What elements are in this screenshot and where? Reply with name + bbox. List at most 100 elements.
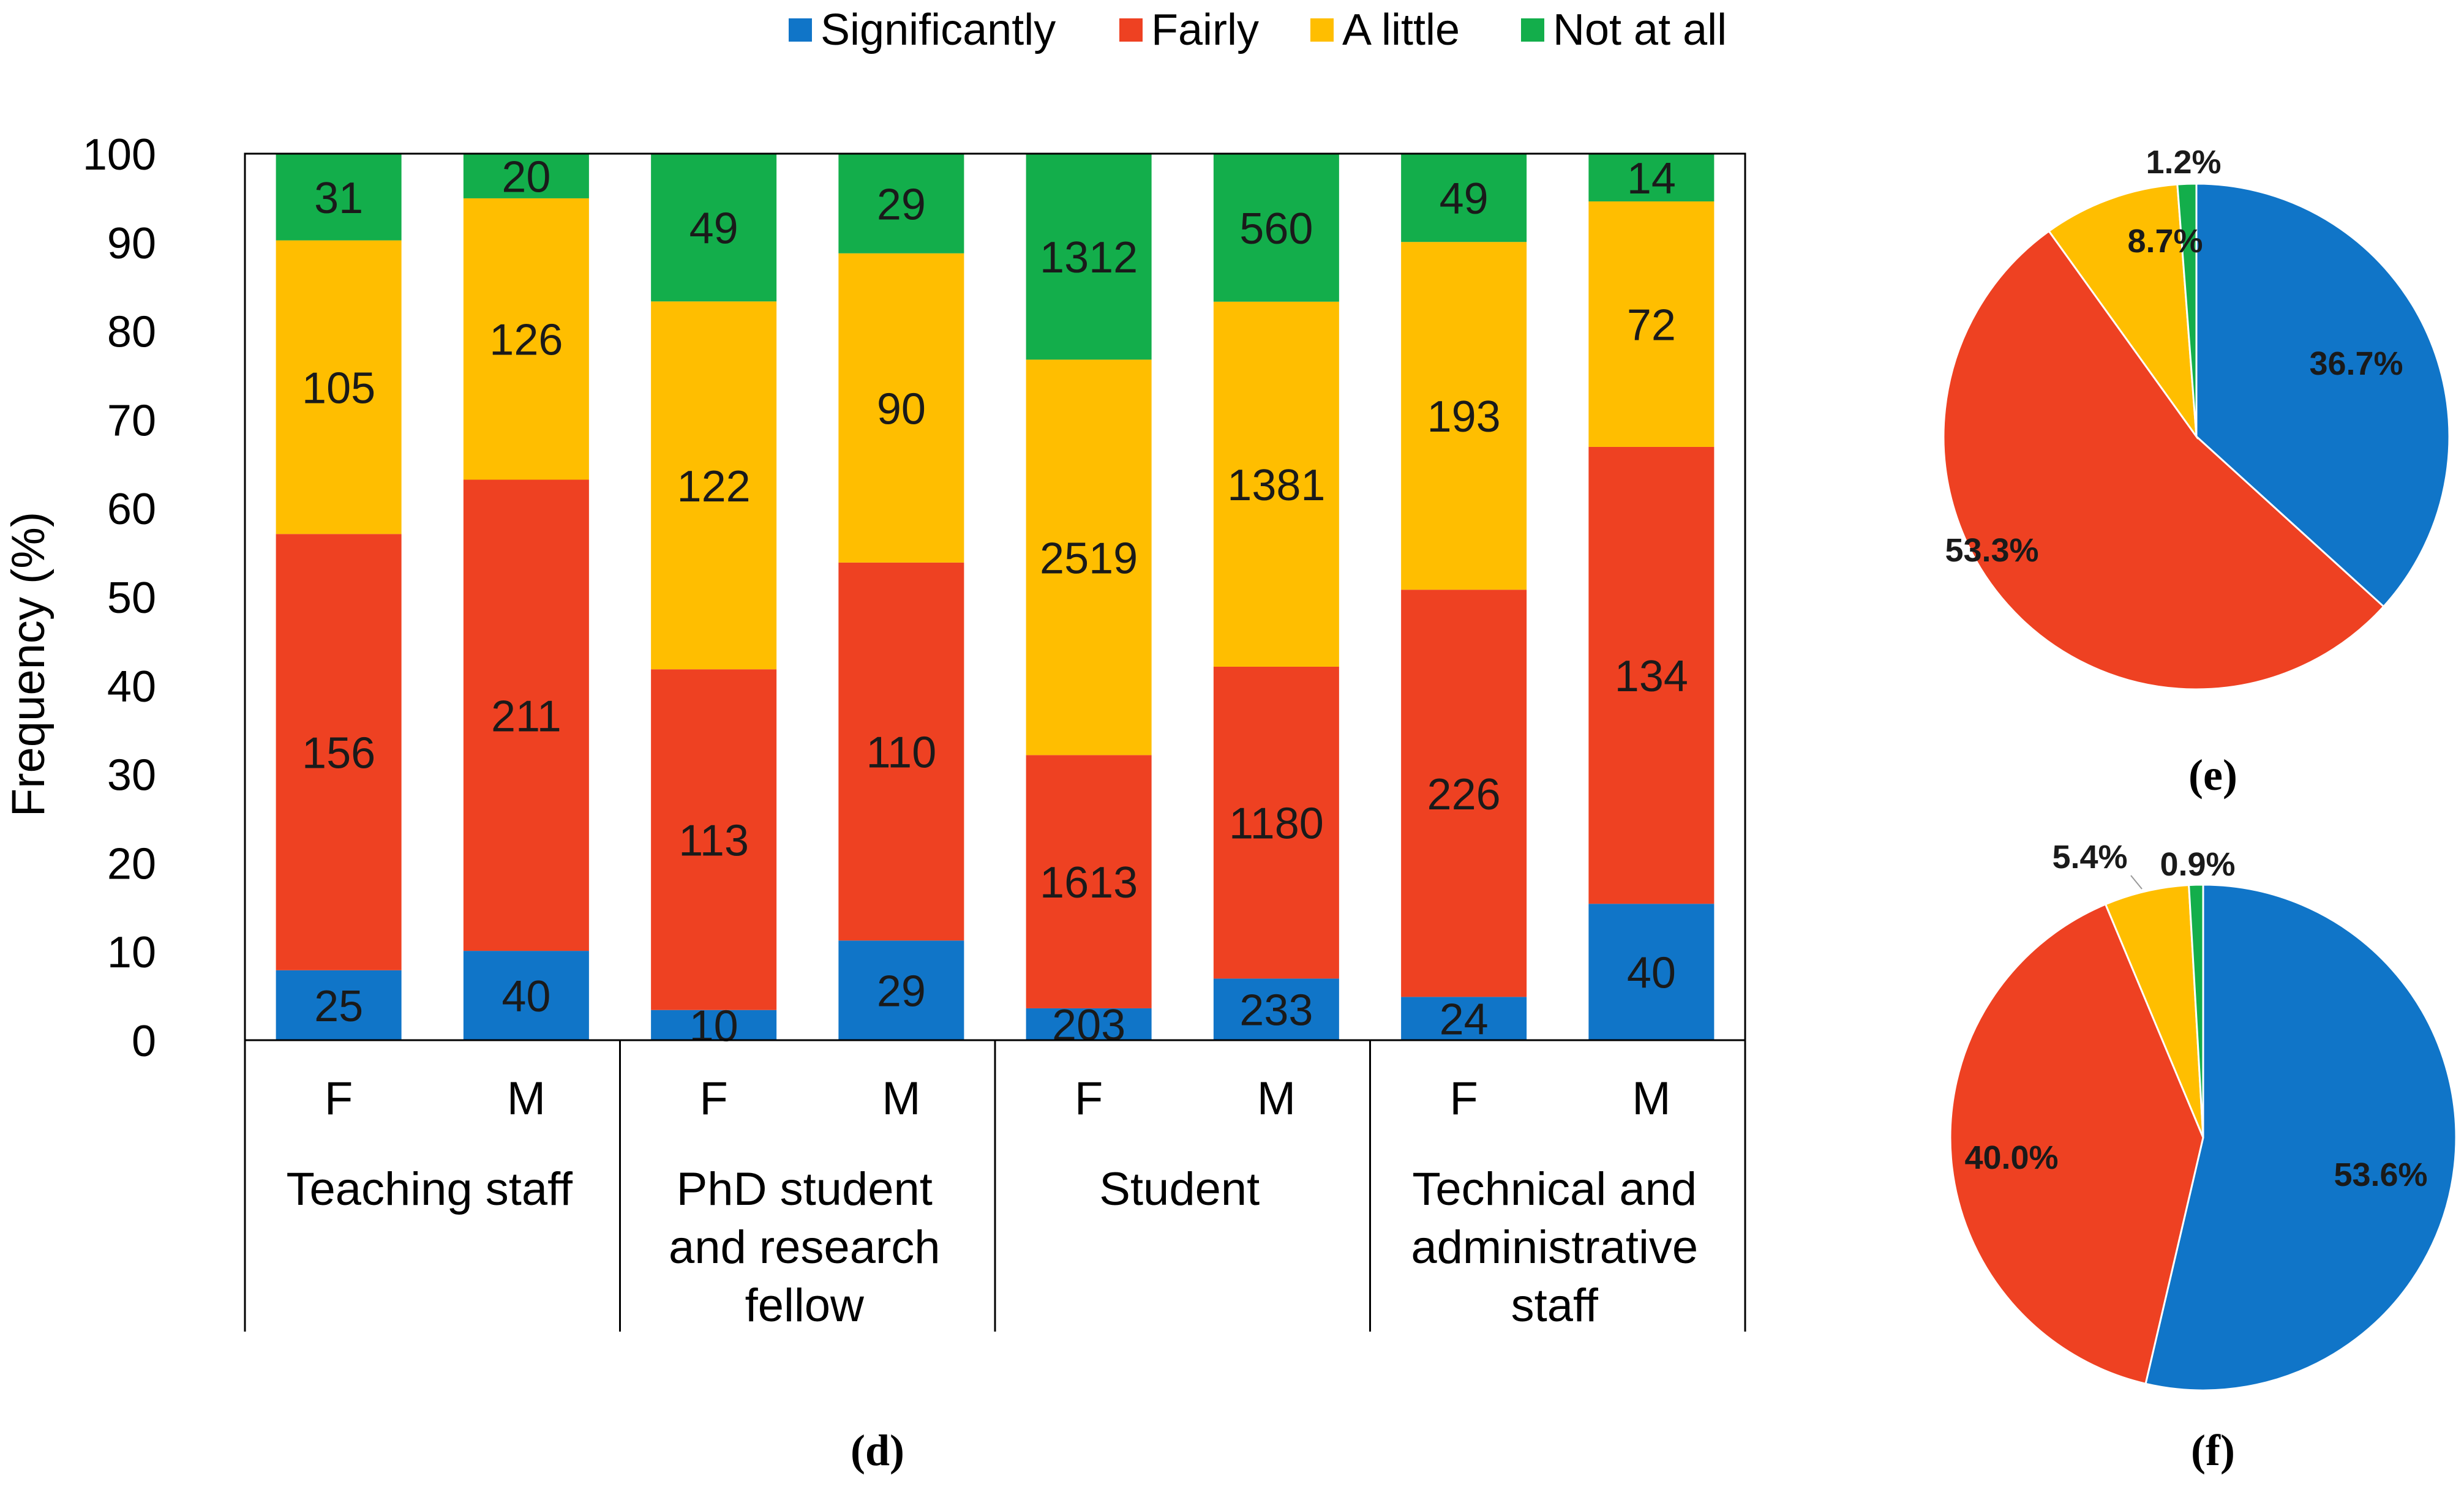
bar-segment-not-at-all <box>1401 154 1527 242</box>
bar-data-label-significantly: 40 <box>1627 949 1676 998</box>
pie-label-fairly: 40.0% <box>1964 1139 2058 1176</box>
bar-teaching-staff-m: 40 211 126 20 <box>463 152 589 1040</box>
bar-data-label-fairly: 110 <box>866 729 936 778</box>
bar-segment-not-at-all <box>651 154 777 302</box>
bar-data-label-significantly: 25 <box>314 982 363 1031</box>
bar-segment-significantly <box>1401 997 1527 1040</box>
bar-phd-student-and-research-fellow-f: 10 113 122 49 <box>651 154 777 1051</box>
bar-segment-significantly <box>651 1010 777 1040</box>
bar-segment-not-at-all <box>276 154 402 241</box>
pie-slice-not-at-all <box>2188 883 2204 1138</box>
y-axis-ticks: 0 10 20 30 40 50 60 70 80 90 100 <box>83 130 156 1066</box>
legend-swatch-fairly <box>1119 18 1143 42</box>
bar-segment-not-at-all <box>1588 154 1715 201</box>
bar-data-label-a-little: 122 <box>677 462 751 511</box>
bar-data-label-significantly: 10 <box>689 1002 738 1051</box>
legend-swatch-not-at-all <box>1521 18 1544 42</box>
x-tick-label-f: F <box>699 1073 727 1125</box>
bar-data-label-a-little: 1381 <box>1227 461 1325 510</box>
bar-segment-a-little <box>838 253 964 563</box>
x-axis-categories: F M F M F M F M Teaching staff PhD student and res… <box>244 1040 1746 1332</box>
bar-segment-significantly <box>1213 978 1339 1040</box>
y-tick-label-90: 90 <box>107 219 156 268</box>
x-tick-label-f: F <box>1449 1073 1478 1125</box>
x-group-label-technical-and-administrative-staff: Technical and administrative staff <box>1411 1163 1698 1332</box>
pie-slice-fairly <box>1949 903 2204 1385</box>
bar-segment-a-little <box>1401 242 1527 590</box>
y-tick-label-70: 70 <box>107 396 156 445</box>
bar-segment-not-at-all <box>1026 154 1152 360</box>
pie-slice-not-at-all <box>2176 182 2198 437</box>
pie-label-a-little: 5.4% <box>2052 839 2127 875</box>
x-tick-label-m: M <box>1632 1073 1670 1125</box>
bar-phd-student-and-research-fellow-m: 29 110 90 29 <box>838 154 964 1040</box>
bar-segment-a-little <box>1213 301 1339 667</box>
bar-segment-fairly <box>1213 666 1339 979</box>
pie-chart-f: 53.6% 40.0% 5.4% 0.9% <box>1949 839 2457 1392</box>
x-tick-label-m: M <box>882 1073 920 1125</box>
bar-student-m: 233 1180 1381 560 <box>1213 154 1339 1040</box>
bar-data-label-fairly: 134 <box>1615 652 1688 701</box>
bar-data-label-a-little: 2519 <box>1040 534 1138 583</box>
bar-segment-significantly <box>463 951 589 1040</box>
panel-label-e: (e) <box>2188 751 2237 800</box>
bar-data-label-significantly: 24 <box>1440 995 1489 1044</box>
pie-slice-significantly <box>2144 883 2457 1392</box>
bar-data-label-not-at-all: 49 <box>1440 174 1489 223</box>
pie-label-significantly: 36.7% <box>2309 345 2403 382</box>
y-tick-label-20: 20 <box>107 839 156 888</box>
pie-chart-e: 36.7% 53.3% 8.7% 1.2% <box>1942 144 2451 691</box>
bar-data-label-significantly: 203 <box>1052 1001 1125 1050</box>
panel-label-d: (d) <box>851 1426 904 1475</box>
bar-segment-fairly <box>838 562 964 941</box>
pie-label-significantly: 53.6% <box>2334 1156 2427 1193</box>
bar-segment-a-little <box>276 240 402 534</box>
x-tick-label-f: F <box>325 1073 353 1125</box>
pie-slice-a-little <box>2048 183 2198 440</box>
y-tick-label-0: 0 <box>132 1017 156 1066</box>
bar-data-label-not-at-all: 31 <box>314 174 363 223</box>
bar-segment-a-little <box>651 301 777 670</box>
bar-segment-fairly <box>1588 446 1715 904</box>
bar-data-label-not-at-all: 20 <box>501 152 550 201</box>
bar-segment-fairly <box>276 534 402 970</box>
bar-segment-a-little <box>1588 201 1715 447</box>
legend-swatch-significantly <box>789 18 812 42</box>
bar-data-label-a-little: 193 <box>1427 392 1501 441</box>
bar-segment-fairly <box>1026 755 1152 1008</box>
y-tick-label-50: 50 <box>107 574 156 623</box>
bar-teaching-staff-f: 25 156 105 31 <box>276 154 402 1040</box>
pie-leader-line <box>2130 875 2143 890</box>
bar-segment-not-at-all <box>1213 154 1339 302</box>
bar-segment-significantly <box>1026 1008 1152 1040</box>
legend-label-fairly: Fairly <box>1151 6 1259 54</box>
bar-technical-and-administrative-staff-f: 24 226 193 49 <box>1401 154 1527 1044</box>
bar-data-label-a-little: 72 <box>1627 301 1676 350</box>
bar-segment-significantly <box>1588 904 1715 1040</box>
bar-data-label-fairly: 1613 <box>1040 858 1138 907</box>
pie-label-a-little: 8.7% <box>2127 223 2203 260</box>
bar-data-label-significantly: 233 <box>1239 986 1313 1035</box>
bars: 2515610531402111262010113122492911090292… <box>276 152 1715 1051</box>
bar-segment-fairly <box>651 669 777 1010</box>
bar-student-f: 203 1613 2519 1312 <box>1026 154 1152 1050</box>
panel-label-f: (f) <box>2191 1426 2235 1475</box>
bar-data-label-not-at-all: 560 <box>1239 204 1313 253</box>
y-tick-label-80: 80 <box>107 308 156 357</box>
bar-segment-a-little <box>1026 359 1152 755</box>
legend-item-fairly: Fairly <box>1119 6 1259 54</box>
legend-item-significantly: Significantly <box>789 6 1056 54</box>
legend-label-significantly: Significantly <box>821 6 1056 54</box>
bar-data-label-fairly: 1180 <box>1229 800 1324 849</box>
legend: Significantly Fairly A little Not at all <box>789 6 1727 54</box>
y-axis-label: Frequency (%) <box>2 512 54 817</box>
bar-segment-not-at-all <box>463 154 589 198</box>
bar-data-label-fairly: 226 <box>1427 770 1501 819</box>
bar-data-label-not-at-all: 49 <box>689 204 738 253</box>
bar-segment-fairly <box>1401 590 1527 997</box>
bar-segment-a-little <box>463 198 589 480</box>
bar-data-label-not-at-all: 29 <box>877 180 926 229</box>
bar-segment-not-at-all <box>838 154 964 253</box>
pie-slice-a-little <box>2104 884 2204 1138</box>
